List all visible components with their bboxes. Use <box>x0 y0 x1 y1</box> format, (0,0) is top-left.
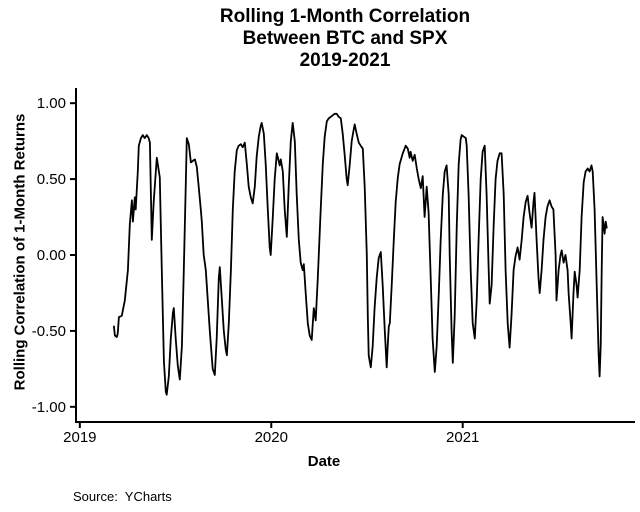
y-tick-label: 0.00 <box>37 247 66 264</box>
correlation-line <box>113 112 608 396</box>
x-axis-title: Date <box>307 453 341 470</box>
x-tick-label: 2020 <box>255 429 288 446</box>
y-tick-label: -1.00 <box>32 399 66 416</box>
chart-title-line-2: Between BTC and SPX <box>242 28 448 49</box>
chart-title-line-1: Rolling 1-Month Correlation <box>219 6 471 27</box>
x-tick-label: 2019 <box>63 429 96 446</box>
y-tick-label: -0.50 <box>32 323 66 340</box>
y-tick-label: 0.50 <box>37 171 66 188</box>
x-tick-label: 2021 <box>446 429 479 446</box>
y-tick-label: 1.00 <box>37 95 66 112</box>
y-axis-title: Rolling Correlation of 1-Month Returns <box>11 113 29 391</box>
chart-title: Rolling 1-Month Correlation Between BTC … <box>220 6 470 72</box>
source-text: Source: YCharts <box>73 489 172 504</box>
chart-title-line-3: 2019-2021 <box>299 50 391 71</box>
